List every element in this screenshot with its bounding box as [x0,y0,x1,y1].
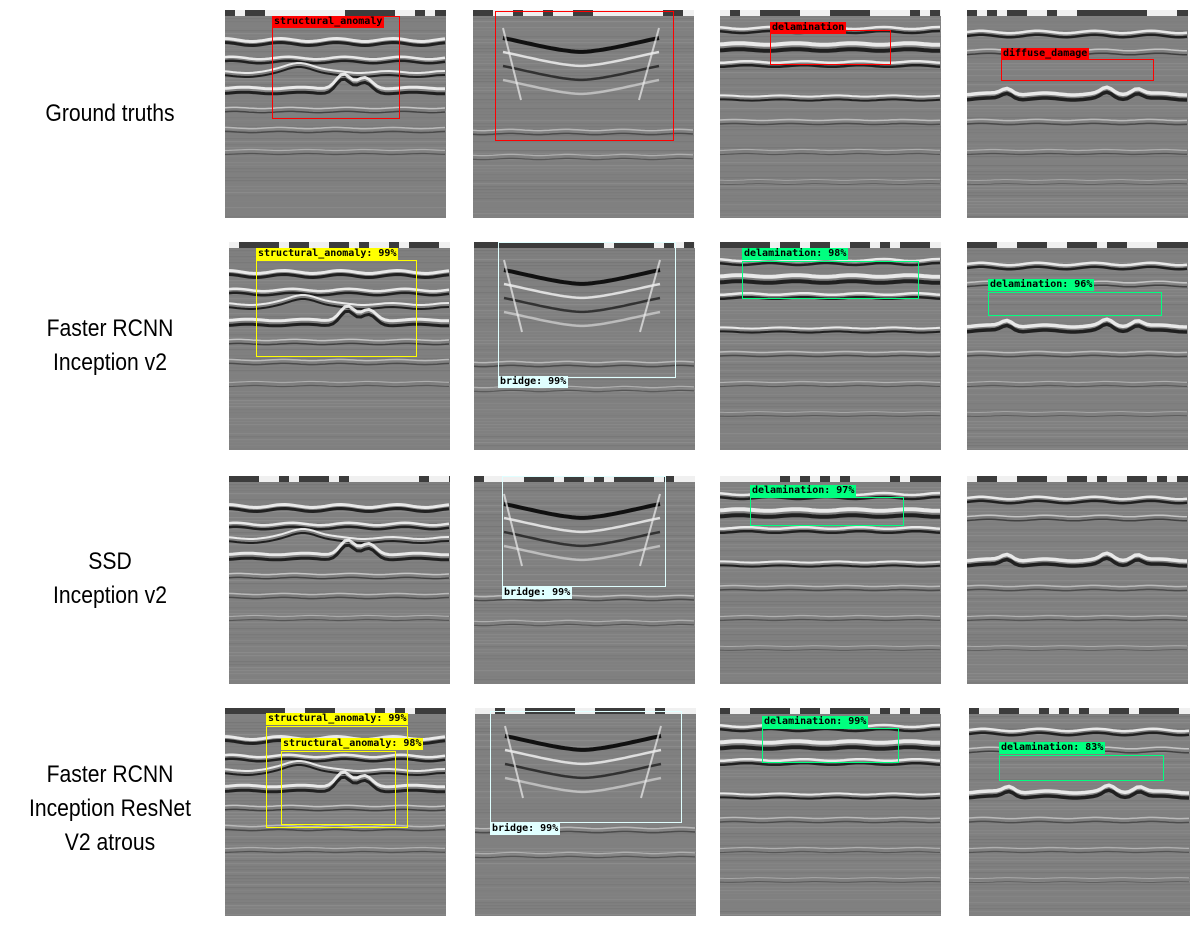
radar-image-r3c0: structural_anomaly: 99% structural_anoma… [225,708,446,916]
radar-image-r0c0: structural_anomaly [225,10,446,218]
radar-texture [967,242,1188,450]
radar-texture [229,476,450,684]
detection-label: structural_anomaly: 99% [256,248,399,260]
radar-image-r2c0 [229,476,450,684]
detection-box [498,242,676,378]
row-label-ground-truths: Ground truths [13,97,207,131]
detection-label: structural_anomaly: 98% [281,738,424,750]
detection-box [495,11,674,141]
detection-label: structural_anomaly: 99% [266,713,409,725]
radar-image-r2c3 [967,476,1188,684]
radar-image-r0c2: delamination [720,10,941,218]
detection-label: bridge: 99% [490,823,561,835]
detection-label: delamination: 99% [762,716,869,728]
radar-texture [720,10,941,218]
radar-image-r0c1 [473,10,694,218]
row-label-faster-rcnn-inception-v2: Faster RCNN Inception v2 [13,312,207,380]
row-label-line: Inception ResNet [28,795,192,822]
detection-label: bridge: 99% [502,587,573,599]
detection-label: diffuse_damage [1001,48,1090,60]
radar-texture [967,476,1188,684]
detection-box [490,711,682,823]
detection-box [1001,59,1154,81]
row-label-line: V2 atrous [64,829,156,856]
radar-image-r3c2: delamination: 99% [720,708,941,916]
detection-box [256,260,417,357]
detection-box [762,728,899,763]
detection-box [281,751,396,825]
detection-box [742,261,919,299]
detection-label: bridge: 99% [498,376,569,388]
radar-texture [474,476,695,684]
radar-texture [720,708,941,916]
radar-image-r2c1: bridge: 99% [474,476,695,684]
detection-box [988,292,1162,316]
detection-box [999,755,1164,781]
radar-image-r3c1: bridge: 99% [475,708,696,916]
row-label-faster-rcnn-inception-resnet-v2-atrous: Faster RCNN Inception ResNet V2 atrous [13,758,207,860]
radar-texture [475,708,696,916]
row-label-line: Inception v2 [53,349,167,376]
detection-label: delamination: 96% [988,279,1095,291]
radar-texture [474,242,695,450]
detection-label: structural_anomaly [272,16,385,28]
row-label-ssd-inception-v2: SSD Inception v2 [13,545,207,613]
detection-label: delamination: 97% [750,485,857,497]
row-label-line: SSD [88,548,132,575]
detection-label: delamination: 98% [742,248,849,260]
detection-box [750,497,904,526]
row-label-line: Inception v2 [53,582,167,609]
detection-box [266,726,408,828]
radar-image-r0c3: diffuse_damage [967,10,1188,218]
detection-box [770,30,891,65]
radar-texture [720,476,941,684]
radar-image-r3c3: delamination: 83% [969,708,1190,916]
detection-label: delamination [770,22,847,34]
detection-box [502,476,666,587]
row-label-line: Faster RCNN [46,315,174,342]
radar-texture [225,10,446,218]
radar-texture [229,242,450,450]
radar-texture [969,708,1190,916]
radar-texture [473,10,694,218]
radar-image-r1c1: bridge: 99% [474,242,695,450]
radar-image-r2c2: delamination: 97% [720,476,941,684]
detection-box [272,16,400,119]
detection-label: delamination: 83% [999,742,1106,754]
radar-image-r1c2: delamination: 98% [720,242,941,450]
radar-texture [967,10,1188,218]
radar-image-r1c0: structural_anomaly: 99% [229,242,450,450]
row-label-line: Faster RCNN [46,761,174,788]
row-label-line: Ground truths [45,100,175,127]
radar-image-r1c3: delamination: 96% [967,242,1188,450]
